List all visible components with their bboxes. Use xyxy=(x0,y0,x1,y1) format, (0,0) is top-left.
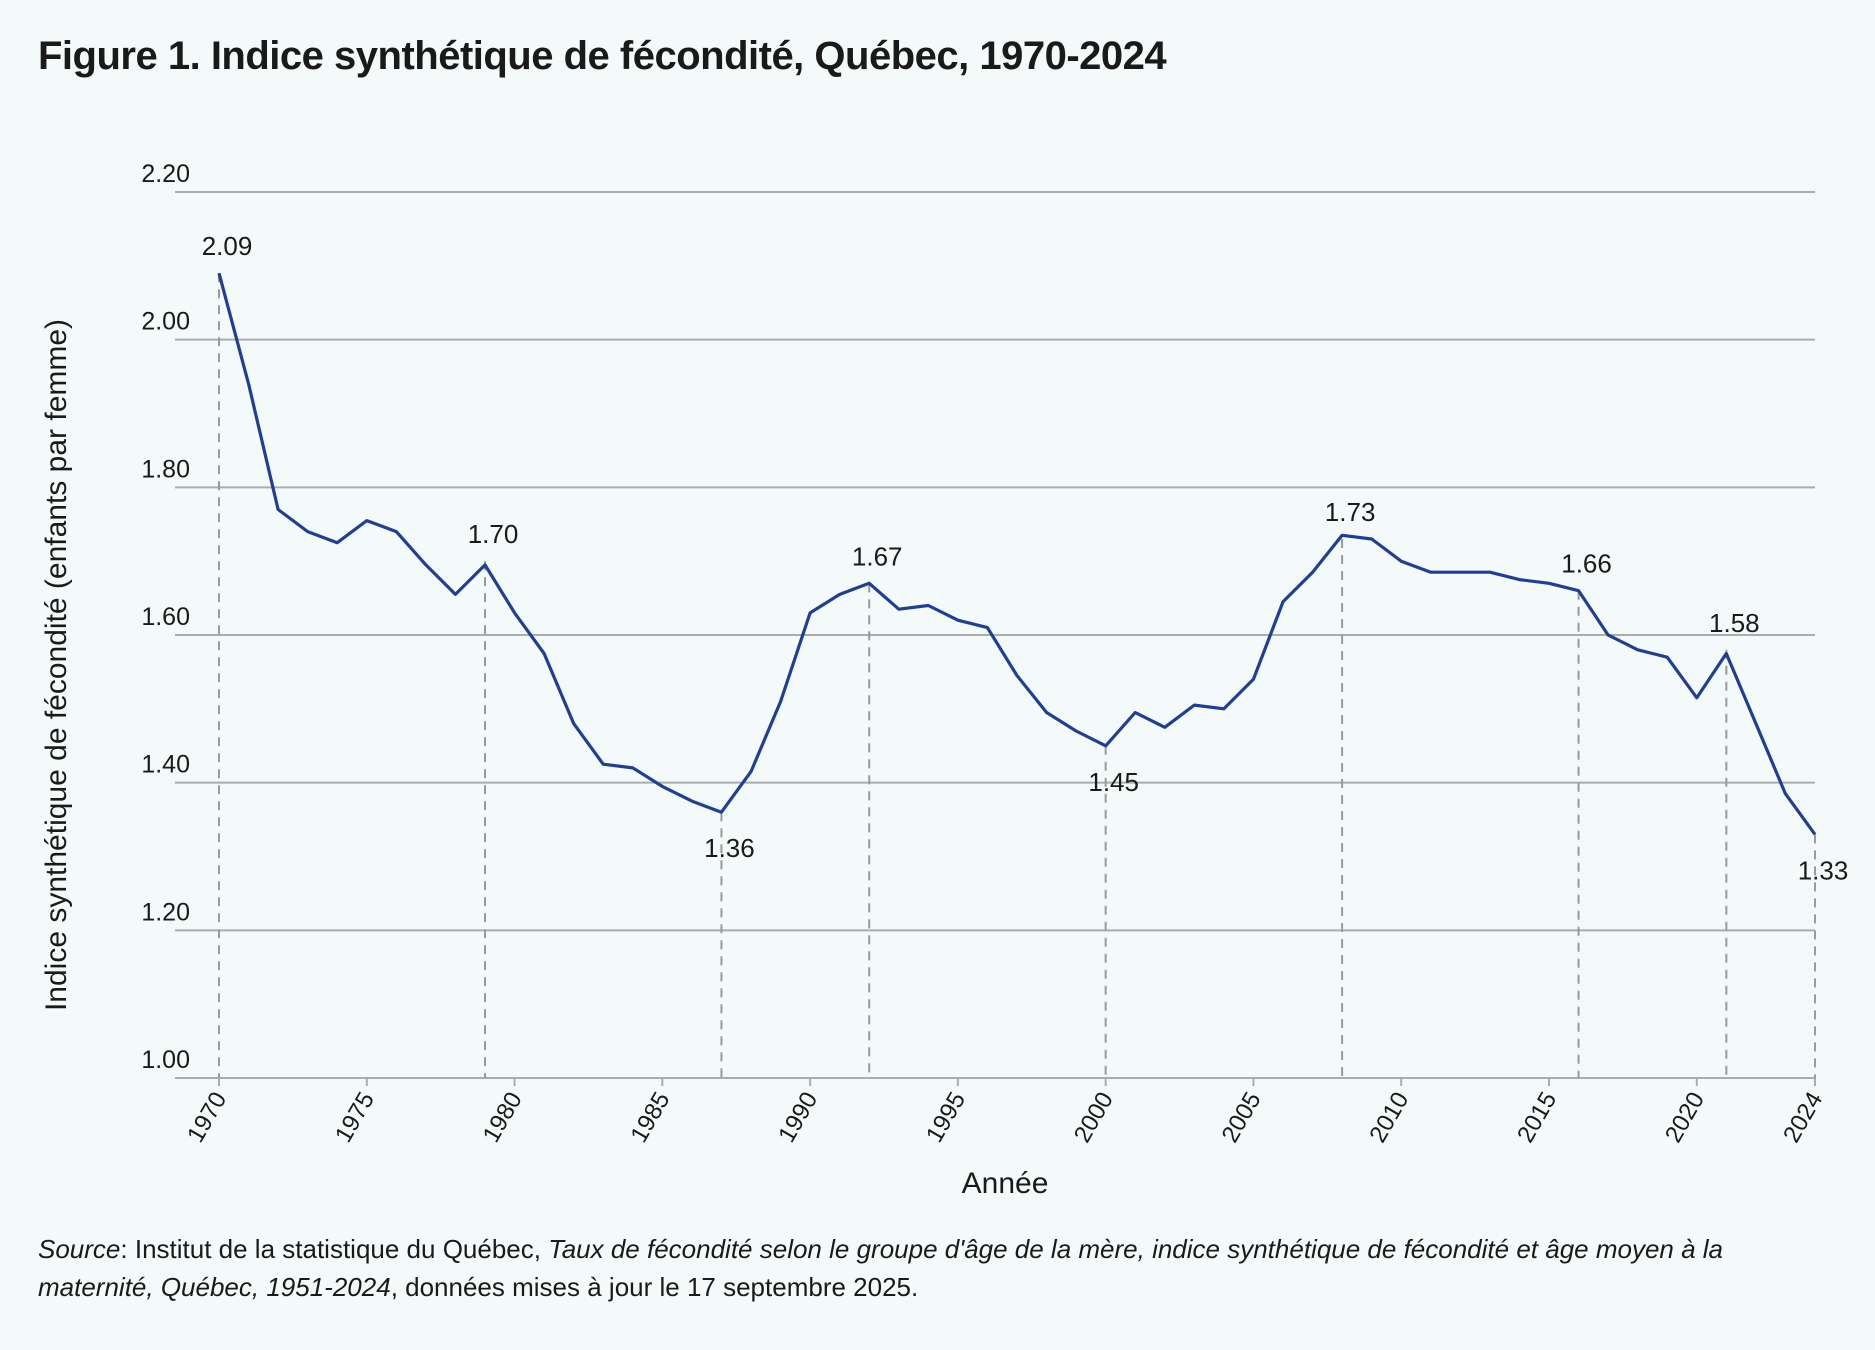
x-tick-label: 2000 xyxy=(1069,1088,1119,1148)
x-tick-label: 1980 xyxy=(478,1088,528,1148)
data-label: 2.09 xyxy=(202,231,253,261)
y-tick-label: 1.00 xyxy=(141,1046,190,1074)
source-tail: , données mises à jour le 17 septembre 2… xyxy=(390,1272,919,1302)
data-label: 1.33 xyxy=(1798,855,1849,885)
y-axis-ticks: 1.00 1.20 1.40 1.60 1.80 2.00 2.20 xyxy=(141,160,190,1074)
y-tick-label: 1.20 xyxy=(141,898,190,926)
x-tick-label: 1995 xyxy=(921,1088,971,1148)
y-tick-label: 1.40 xyxy=(141,751,190,779)
data-label: 1.70 xyxy=(468,519,519,549)
series-line-isf xyxy=(217,272,1817,836)
data-labels: 2.09 1.70 1.36 1.67 1.45 1.73 1.66 1.58 1.33 xyxy=(202,231,1849,885)
data-label: 1.36 xyxy=(704,833,755,863)
x-tick-label: 1990 xyxy=(773,1088,823,1148)
y-tick-label: 2.20 xyxy=(141,160,190,188)
x-axis-ticks: 1970 1975 1980 1985 1990 1995 2000 2005 2010 2015… xyxy=(182,1078,1828,1147)
source-org: Institut de la statistique du Québec, xyxy=(134,1234,549,1264)
source-publication: Taux de fécondité selon le groupe d'âge … xyxy=(38,1234,1724,1302)
x-tick-label: 1975 xyxy=(330,1088,380,1148)
y-tick-label: 2.00 xyxy=(141,308,190,336)
data-label: 1.58 xyxy=(1709,608,1760,638)
source-note: Source: Institut de la statistique du Qu… xyxy=(38,1230,1838,1306)
x-tick-label: 1970 xyxy=(182,1088,232,1148)
data-label: 1.73 xyxy=(1325,497,1376,527)
chart-title: Figure 1. Indice synthétique de fécondit… xyxy=(38,34,1167,78)
source-sep: : xyxy=(120,1234,135,1264)
x-tick-label: 2010 xyxy=(1364,1088,1414,1148)
y-tick-label: 1.60 xyxy=(141,603,190,631)
gridlines xyxy=(175,191,1815,1079)
annotation-drop-lines xyxy=(218,273,1816,1078)
x-tick-label: 2005 xyxy=(1217,1088,1267,1148)
y-axis-label: Indice synthétique de fécondité (enfants… xyxy=(40,319,73,1011)
x-tick-label: 2015 xyxy=(1512,1088,1562,1148)
x-tick-label: 2020 xyxy=(1660,1088,1710,1148)
line-chart: 1.00 1.20 1.40 1.60 1.80 2.00 2.20 1970 1975 198… xyxy=(40,160,1849,1200)
data-label: 1.45 xyxy=(1088,767,1139,797)
source-label: Source xyxy=(38,1234,121,1264)
x-tick-label: 1985 xyxy=(625,1088,675,1148)
x-axis-label: Année xyxy=(962,1167,1049,1200)
data-label: 1.67 xyxy=(852,541,903,571)
y-tick-label: 1.80 xyxy=(141,455,190,483)
data-label: 1.66 xyxy=(1561,549,1612,579)
x-tick-label: 2024 xyxy=(1778,1088,1828,1148)
